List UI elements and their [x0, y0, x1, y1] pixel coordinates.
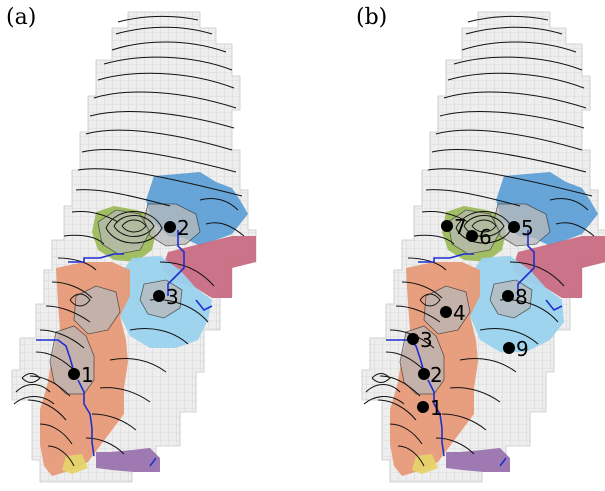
- marker-dot: [508, 221, 520, 233]
- panel-b-markers: 1 2 3 4 5 6 7: [407, 215, 534, 420]
- marker-dot: [466, 230, 478, 242]
- marker-label: 9: [516, 337, 529, 361]
- marker-label: 2: [177, 216, 190, 240]
- panel-b-marker-3: 3: [407, 328, 433, 352]
- panel-b-marker-7: 7: [441, 215, 467, 239]
- marker-dot: [418, 368, 430, 380]
- marker-dot: [68, 368, 80, 380]
- marker-dot: [502, 290, 514, 302]
- marker-label: 1: [430, 396, 443, 420]
- panel-b-region-yellow: [412, 454, 438, 474]
- panel-b-label: (b): [356, 5, 387, 30]
- panel-a-marker-1: 1: [68, 363, 94, 387]
- marker-label: 7: [454, 215, 467, 239]
- marker-dot: [503, 342, 515, 354]
- panel-b-marker-4: 4: [440, 301, 466, 325]
- marker-label: 8: [515, 285, 528, 309]
- marker-label: 6: [479, 225, 492, 249]
- marker-label: 3: [166, 285, 179, 309]
- panel-b-streams: [386, 230, 563, 467]
- marker-dot: [440, 306, 452, 318]
- marker-label: 5: [521, 216, 534, 240]
- marker-dot: [407, 333, 419, 345]
- marker-dot: [164, 221, 176, 233]
- panel-a-basin-upper: [73, 285, 121, 335]
- panel-b-region-purple: [446, 448, 510, 472]
- marker-dot: [153, 290, 165, 302]
- panel-a-marker-2: 2: [164, 216, 190, 240]
- panel-b-marker-6: 6: [466, 225, 492, 249]
- panel-a-markers: 1 2 3: [68, 216, 190, 387]
- panel-b-marker-2: 2: [418, 363, 443, 387]
- marker-dot: [417, 401, 429, 413]
- panel-b-marker-9: 9: [503, 337, 529, 361]
- panel-a-streams: [36, 230, 213, 467]
- panel-b-regions: [390, 172, 605, 476]
- marker-label: 4: [453, 301, 466, 325]
- panel-b-map: [361, 11, 605, 483]
- marker-label: 1: [81, 363, 94, 387]
- panel-b-marker-5: 5: [508, 216, 534, 240]
- marker-dot: [441, 220, 453, 232]
- panel-a-region-yellow: [62, 454, 88, 474]
- marker-label: 2: [430, 363, 443, 387]
- panel-b: (b): [356, 5, 605, 483]
- marker-label: 3: [420, 328, 433, 352]
- panel-a-label: (a): [6, 5, 36, 30]
- panel-a: (a): [6, 5, 257, 483]
- panel-a-marker-3: 3: [153, 285, 179, 309]
- panel-b-marker-1: 1: [417, 396, 443, 420]
- panel-b-marker-8: 8: [502, 285, 528, 309]
- panel-a-region-purple: [96, 448, 160, 472]
